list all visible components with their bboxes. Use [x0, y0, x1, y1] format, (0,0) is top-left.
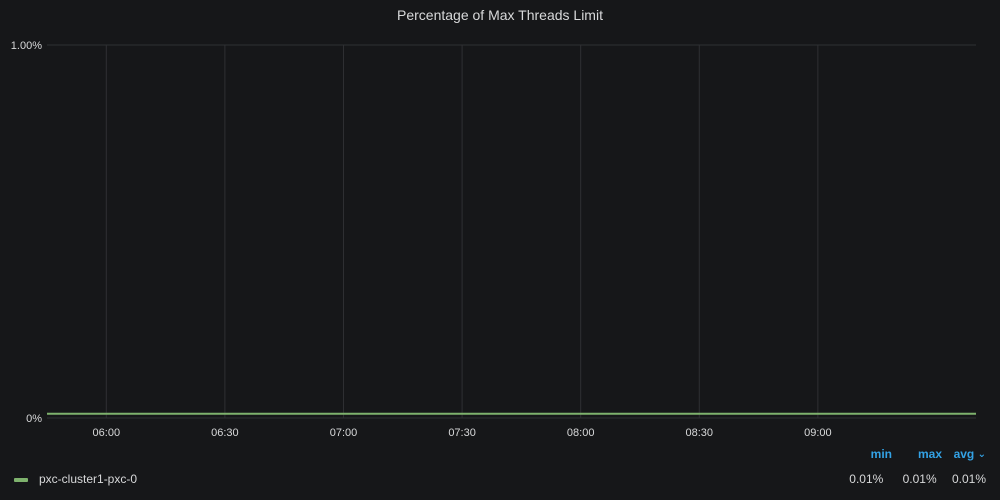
x-tick-label: 07:00 — [330, 427, 358, 439]
x-tick-label: 09:00 — [804, 427, 832, 439]
legend-item[interactable]: pxc-cluster1-pxc-0 0.01% 0.01% 0.01% — [14, 472, 986, 488]
legend-header-max[interactable]: max — [917, 447, 942, 461]
legend-header-avg-label: avg — [953, 447, 975, 461]
chart-plot-area[interactable]: 0% 1.00% 06:00 06:30 07:00 07:30 08:00 08:30 09:… — [0, 0, 1000, 460]
x-tick-label: 07:30 — [448, 427, 476, 439]
legend-value-min: 0.01% — [849, 472, 884, 486]
panel-title[interactable]: Percentage of Max Threads Limit — [397, 7, 603, 23]
chevron-down-icon: ⌄ — [977, 449, 986, 460]
legend-value-avg: 0.01% — [951, 472, 986, 486]
legend-value-max: 0.01% — [902, 472, 937, 486]
x-tick-label: 08:00 — [567, 427, 595, 439]
legend-header-avg[interactable]: avg ⌄ — [952, 447, 986, 461]
y-tick-label: 1.00% — [11, 40, 42, 52]
x-tick-label: 06:00 — [93, 427, 121, 439]
legend-header: min max avg ⌄ — [868, 447, 986, 461]
x-tick-label: 06:30 — [211, 427, 239, 439]
x-tick-label: 08:30 — [686, 427, 714, 439]
legend-series-name[interactable]: pxc-cluster1-pxc-0 — [39, 472, 138, 486]
y-tick-label: 0% — [26, 413, 42, 425]
legend-series-swatch[interactable] — [14, 478, 28, 482]
legend-header-min[interactable]: min — [870, 447, 892, 461]
legend-values: 0.01% 0.01% 0.01% — [839, 472, 986, 486]
